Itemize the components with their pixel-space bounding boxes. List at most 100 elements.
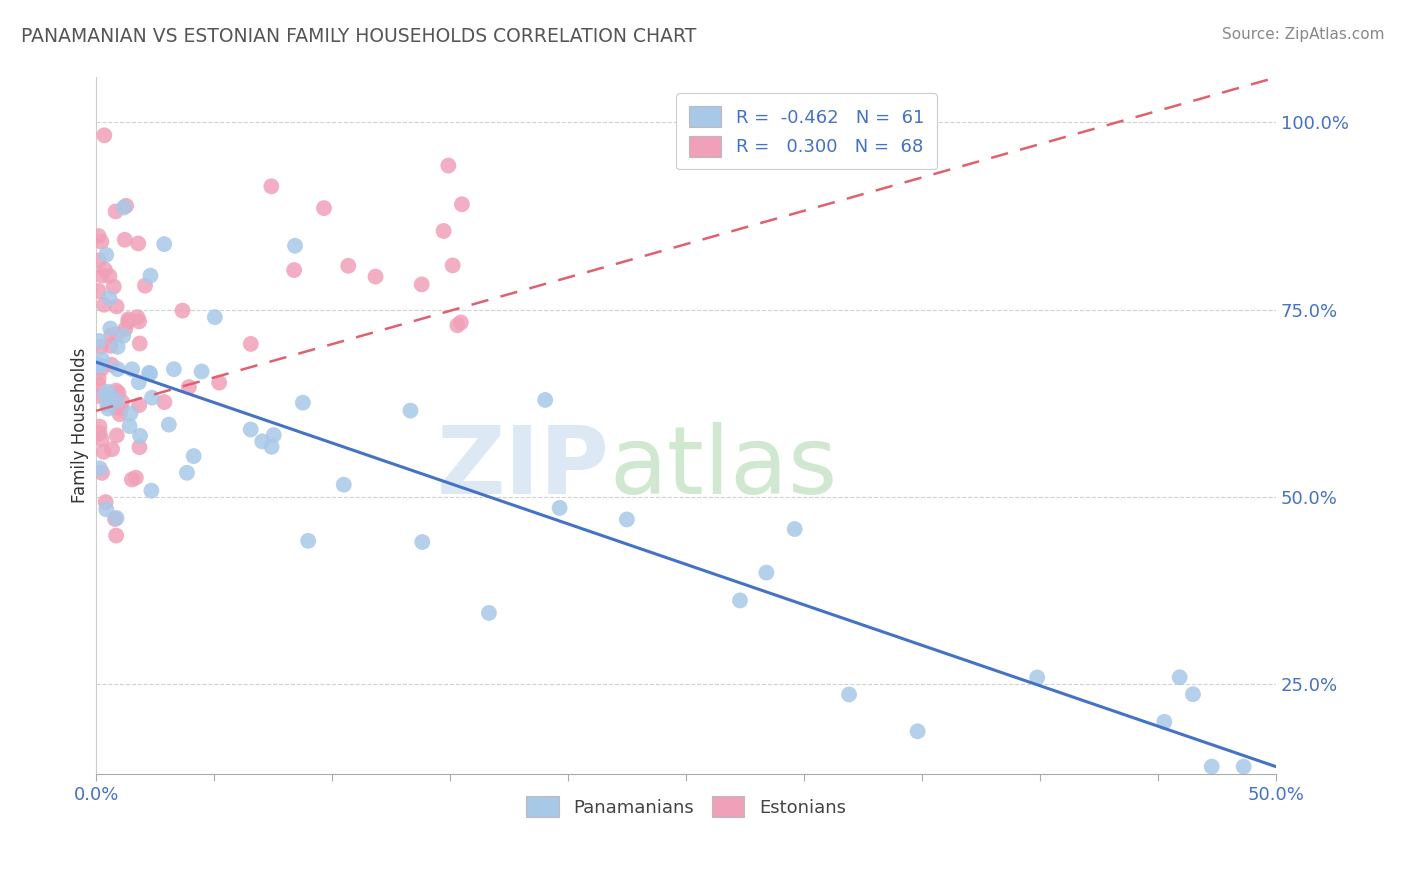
Point (129, 429, 152, 443)
Point (128, 440, 150, 454)
Point (153, 237, 176, 252)
Point (755, 566, 778, 580)
Point (128, 336, 150, 351)
Point (263, 428, 285, 442)
Point (177, 380, 200, 394)
Point (97, 384, 120, 399)
Point (87, 229, 110, 244)
Point (120, 407, 142, 421)
Point (1201, 759, 1223, 773)
Point (105, 300, 128, 314)
Point (93, 128, 115, 143)
Point (90, 361, 112, 376)
Point (112, 329, 135, 343)
Point (105, 384, 128, 398)
Point (446, 318, 468, 333)
Point (1168, 670, 1191, 684)
Point (433, 224, 456, 238)
Point (141, 391, 163, 405)
Y-axis label: Family Households: Family Households (72, 348, 89, 503)
Point (94, 262, 117, 277)
Point (114, 322, 136, 336)
Point (87, 389, 110, 403)
Point (139, 367, 162, 381)
Point (115, 199, 138, 213)
Point (93, 444, 115, 458)
Text: atlas: atlas (609, 422, 838, 514)
Point (112, 201, 135, 215)
Point (783, 522, 806, 536)
Text: Source: ZipAtlas.com: Source: ZipAtlas.com (1222, 27, 1385, 42)
Point (208, 376, 231, 390)
Point (117, 315, 139, 329)
Point (163, 362, 186, 376)
Point (297, 533, 319, 548)
Point (1026, 671, 1049, 685)
Point (98, 321, 121, 335)
Point (97, 401, 120, 416)
Point (138, 366, 160, 380)
Point (103, 279, 125, 293)
Point (127, 236, 149, 251)
Point (110, 401, 132, 416)
Point (128, 314, 150, 328)
Point (260, 440, 283, 454)
Point (105, 393, 128, 408)
Point (616, 512, 638, 526)
Point (260, 179, 283, 194)
Point (332, 477, 354, 491)
Point (117, 312, 139, 326)
Point (239, 337, 262, 351)
Point (153, 395, 176, 409)
Point (108, 407, 131, 421)
Point (838, 688, 860, 702)
Point (98, 268, 121, 283)
Point (283, 263, 305, 277)
Point (98, 291, 121, 305)
Point (114, 233, 136, 247)
Point (411, 535, 433, 549)
Point (107, 385, 129, 400)
Point (87, 371, 110, 385)
Point (100, 339, 122, 353)
Point (134, 278, 156, 293)
Point (121, 473, 143, 487)
Point (96, 248, 118, 262)
Point (411, 277, 433, 292)
Point (907, 724, 929, 739)
Point (728, 593, 751, 607)
Point (451, 197, 474, 211)
Point (94, 495, 117, 509)
Point (87, 334, 110, 348)
Point (250, 434, 273, 449)
Point (183, 449, 205, 463)
Point (437, 159, 460, 173)
Point (107, 340, 129, 354)
Point (91, 466, 114, 480)
Point (104, 401, 127, 415)
Point (364, 269, 387, 284)
Point (90, 268, 112, 283)
Point (121, 362, 143, 376)
Point (172, 303, 194, 318)
Point (89, 419, 111, 434)
Point (118, 419, 141, 434)
Point (399, 403, 422, 417)
Point (1153, 714, 1175, 729)
Point (534, 392, 557, 407)
Point (107, 362, 129, 376)
Point (105, 528, 128, 542)
Point (450, 315, 472, 329)
Point (87, 253, 110, 268)
Point (90, 340, 112, 354)
Point (93, 298, 115, 312)
Point (139, 268, 162, 283)
Point (89, 426, 111, 441)
Point (284, 239, 307, 253)
Point (105, 327, 128, 342)
Text: ZIP: ZIP (436, 422, 609, 514)
Point (104, 204, 127, 219)
Point (100, 358, 122, 372)
Point (87, 359, 110, 373)
Point (125, 470, 148, 484)
